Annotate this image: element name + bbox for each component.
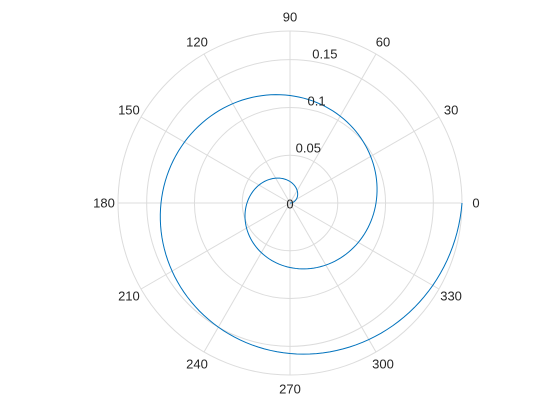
theta-tick-label: 90 <box>283 10 297 25</box>
theta-grid-line <box>289 53 377 204</box>
theta-grid-line <box>203 202 291 353</box>
theta-grid-line <box>289 202 440 290</box>
theta-tick-label: 120 <box>186 34 208 49</box>
theta-tick-label: 150 <box>118 103 140 118</box>
theta-tick-label: 180 <box>93 196 115 211</box>
r-grid-circle <box>146 59 434 347</box>
theta-tick-label: 330 <box>440 289 462 304</box>
theta-tick-label: 30 <box>444 103 458 118</box>
r-tick-label: 0 <box>286 197 293 212</box>
r-grid-circle <box>241 154 339 252</box>
theta-tick-label: 0 <box>472 196 479 211</box>
spiral-series-line <box>159 94 463 355</box>
theta-grid-line <box>289 116 440 204</box>
theta-grid-line <box>203 53 291 204</box>
tick-labels: 0 30 60 90 120 150 180 210 240 270 300 330 0 0.05 0.1 0… <box>93 10 479 397</box>
series-layer <box>159 94 463 355</box>
theta-tick-label: 60 <box>376 34 390 49</box>
theta-tick-label: 210 <box>118 289 140 304</box>
theta-tick-label: 270 <box>279 382 301 397</box>
r-tick-label: 0.15 <box>312 46 337 61</box>
r-tick-label: 0.05 <box>296 140 321 155</box>
r-tick-label: 0.1 <box>308 93 326 108</box>
theta-tick-label: 300 <box>372 357 394 372</box>
r-grid-circle <box>193 106 387 300</box>
theta-tick-label: 240 <box>186 357 208 372</box>
theta-grid-line <box>289 202 377 353</box>
